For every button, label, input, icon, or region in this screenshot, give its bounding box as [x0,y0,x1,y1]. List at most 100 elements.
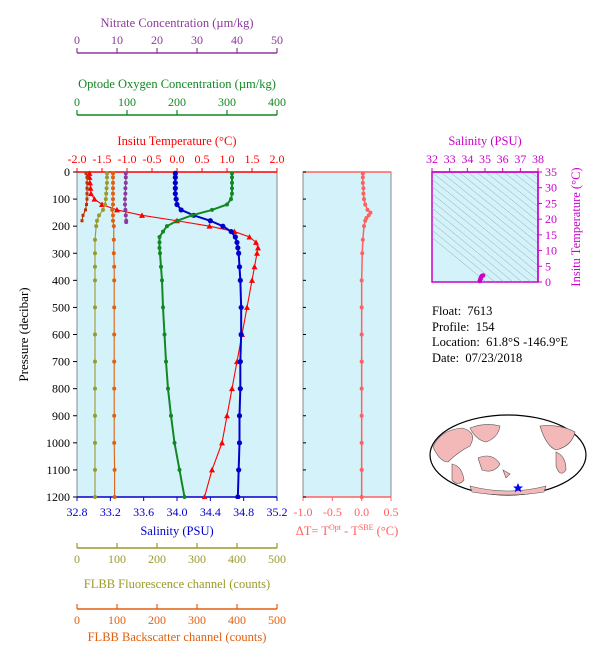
delta-t-point [359,332,364,337]
series-point-nitrate [124,220,129,225]
ts-x-tick-label: 34 [461,152,473,166]
series-point-temperature [87,185,94,191]
oxygen-tick-label: 200 [168,95,186,109]
series-point-temperature [244,304,250,310]
pressure-tick-label: 600 [52,328,70,342]
fluorescence-tick-label: 300 [188,552,206,566]
delta-t-point [359,386,364,391]
isopycnal-line [432,237,487,282]
isopycnal-line [476,172,538,222]
series-point-oxygen [230,175,234,180]
delta-t-label-part: - T [341,524,359,538]
isopycnal-line [527,162,608,292]
series-point-backscatter [112,440,117,445]
salinity-tick-label: 32.8 [67,505,88,519]
salinity-tick-label: 34.0 [167,505,188,519]
isopycnal-line [432,207,523,282]
temperature-tick-label: 0.5 [195,152,210,166]
nitrate-tick-label: 50 [271,33,283,47]
salinity-tick-label: 33.2 [100,505,121,519]
oxygen-tick-label: 400 [268,95,286,109]
nitrate-tick-label: 30 [191,33,203,47]
series-point-salinity [235,494,241,499]
pressure-tick-label: 1000 [46,436,70,450]
oxygen-tick-label: 300 [218,95,236,109]
ts-point [481,273,486,278]
pressure-tick-label: 1200 [46,490,70,504]
ts-title: Salinity (PSU) [448,134,521,148]
temperature-tick-label: 1.0 [220,152,235,166]
float-info: Float: 7613 Profile: 154 Location: 61.8°… [432,304,568,366]
isopycnal-line [432,179,538,266]
isopycnal-line [432,172,538,259]
series-point-salinity [220,223,226,229]
delta-t-label-part: (°C) [373,524,398,538]
series-point-backscatter [111,237,116,242]
series-point-temperature [246,234,253,240]
series-point-temperature [91,196,98,202]
series-point-extra [85,181,89,185]
isopycnal-line [530,172,538,179]
salinity-tick-label: 35.2 [267,505,288,519]
series-point-fluorescence [93,467,97,472]
series-point-backscatter [111,175,115,180]
series-point-backscatter [111,186,115,191]
series-point-salinity [234,239,240,246]
delta-t-point [363,202,368,207]
backscatter-tick-label: 0 [74,613,80,627]
temperature-tick-label: -0.5 [143,152,162,166]
delta-t-label-part: SBE [359,523,374,532]
temperature-tick-label: 1.5 [245,152,260,166]
series-point-salinity [237,358,243,365]
delta-t-point [363,218,368,223]
profile-value: 154 [475,319,495,334]
series-point-fluorescence [101,207,105,212]
ts-x-tick-label: 38 [532,152,544,166]
location-label: Location: [432,335,480,349]
series-point-fluorescence [93,440,97,445]
series-point-salinity [172,185,178,191]
nitrate-tick-label: 20 [151,33,163,47]
series-point-extra [81,213,85,217]
series-point-oxygen [169,413,173,418]
series-point-extra [84,171,88,175]
series-point-backscatter [111,213,115,218]
isopycnal-line [440,172,538,251]
pressure-tick-label: 300 [52,246,70,260]
ts-y-tick-label: 20 [545,212,557,226]
ts-isopycnals [432,162,608,292]
temperature-tick-label: -1.0 [118,152,137,166]
ts-plot-area [431,171,539,283]
delta-t-point [361,191,366,196]
backscatter-tick-label: 100 [108,613,126,627]
series-point-extra [85,203,88,206]
series-point-temperature [209,466,215,473]
series-point-salinity [236,250,242,256]
ts-y-tick-label: 15 [545,228,557,242]
series-point-backscatter [111,171,115,176]
float-value: 7613 [467,304,493,318]
series-point-fluorescence [93,278,97,283]
series-point-temperature [201,494,208,499]
series-point-fluorescence [94,224,99,229]
series-point-salinity [236,413,243,419]
series-point-salinity [236,264,243,270]
series-point-oxygen [230,186,234,191]
series-point-backscatter [112,386,117,391]
series-point-backscatter [111,224,116,229]
pressure-axis-label: Pressure (decibar) [16,287,31,381]
temperature-tick-label: 2.0 [270,152,285,166]
series-point-backscatter [111,218,115,223]
date-row: Date: 07/23/2018 [432,351,568,367]
delta-t-tick-label: 0.0 [354,505,369,519]
series-point-temperature [251,263,258,270]
delta-t-label-part: Opt [329,523,342,532]
series-point-oxygen [190,213,194,218]
pressure-tick-label: 0 [64,165,70,179]
delta-t-point [359,278,364,283]
oxygen-axis-label: Optode Oxygen Concentration (µm/kg) [78,77,276,91]
series-point-extra [80,219,84,223]
series-point-temperature [206,223,213,229]
